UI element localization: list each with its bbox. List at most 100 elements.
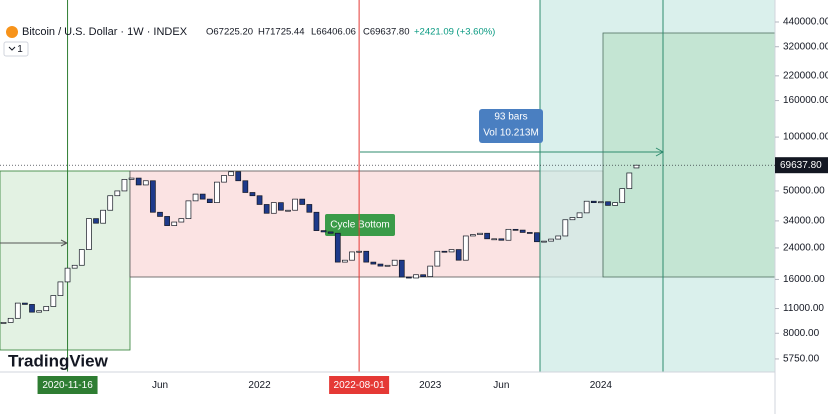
candle bbox=[583, 200, 590, 214]
candle bbox=[526, 232, 533, 234]
candle bbox=[484, 232, 490, 240]
x-tick-label: 2020-11-16 bbox=[42, 380, 93, 391]
candle bbox=[562, 219, 569, 237]
candle bbox=[370, 261, 377, 265]
candle bbox=[278, 202, 284, 211]
symbol-icon bbox=[6, 26, 18, 38]
last-price-box bbox=[775, 157, 828, 174]
candle bbox=[306, 204, 313, 213]
interval-text: 1 bbox=[17, 44, 23, 55]
x-tick-label: Jun bbox=[493, 380, 509, 391]
candle bbox=[342, 259, 348, 263]
candle bbox=[548, 238, 554, 242]
candle bbox=[413, 274, 419, 279]
candle bbox=[320, 230, 327, 233]
candle bbox=[242, 180, 249, 193]
candle bbox=[434, 250, 441, 267]
x-tick-label: 2022-08-01 bbox=[334, 380, 386, 391]
candle bbox=[178, 218, 185, 223]
candle bbox=[398, 259, 405, 278]
x-tick-label: 2022 bbox=[248, 380, 271, 391]
candle bbox=[377, 263, 384, 267]
candle bbox=[441, 250, 448, 253]
candle bbox=[491, 238, 498, 241]
candle bbox=[114, 190, 121, 197]
candle bbox=[555, 235, 562, 240]
interval-badge[interactable] bbox=[3, 41, 29, 57]
candle bbox=[86, 218, 92, 250]
candle bbox=[206, 198, 213, 203]
candle bbox=[349, 251, 355, 261]
candle bbox=[285, 209, 291, 212]
candle bbox=[107, 195, 114, 211]
close: C69637.80 bbox=[363, 27, 409, 38]
y-tick-label: 11000.00 bbox=[783, 303, 824, 314]
candle bbox=[192, 193, 199, 202]
arrow-head bbox=[655, 147, 665, 157]
x-tick-label: 2023 bbox=[419, 380, 442, 391]
candle bbox=[448, 249, 455, 253]
chevron bbox=[8, 46, 16, 51]
date-marker-box bbox=[37, 376, 98, 394]
candle bbox=[420, 274, 426, 277]
candle bbox=[43, 306, 50, 312]
bars-label-box bbox=[479, 109, 543, 143]
candle bbox=[541, 240, 547, 243]
y-tick-label: 34000.00 bbox=[783, 216, 825, 227]
candle bbox=[64, 267, 71, 283]
candle bbox=[363, 250, 370, 263]
y-tick-label: 5750.00 bbox=[783, 354, 820, 365]
candle bbox=[427, 265, 434, 277]
candle bbox=[142, 180, 149, 186]
target-box bbox=[602, 32, 776, 278]
candle bbox=[228, 171, 234, 176]
candle bbox=[263, 204, 270, 214]
candle bbox=[569, 217, 576, 221]
candle bbox=[455, 249, 462, 261]
candle bbox=[313, 211, 320, 231]
candle bbox=[256, 195, 263, 205]
candle bbox=[221, 175, 227, 183]
candle bbox=[406, 276, 412, 279]
candle bbox=[299, 198, 306, 205]
y-tick-label: 8000.00 bbox=[783, 328, 820, 339]
candle bbox=[534, 232, 540, 243]
candle bbox=[384, 264, 391, 267]
candle bbox=[7, 317, 14, 323]
y-tick-label: 440000.00 bbox=[783, 17, 828, 28]
high: H71725.44 bbox=[258, 27, 304, 38]
cycle-label-box bbox=[325, 214, 395, 236]
y-tick-label: 220000.00 bbox=[783, 70, 828, 81]
candle bbox=[164, 216, 170, 226]
candle bbox=[78, 249, 85, 266]
y-tick-label: 160000.00 bbox=[783, 95, 828, 106]
change: +2421.09 (+3.60%) bbox=[414, 27, 495, 38]
candle bbox=[334, 232, 341, 263]
candle bbox=[171, 221, 178, 226]
candle bbox=[22, 302, 28, 305]
candle bbox=[512, 228, 519, 231]
candle bbox=[292, 198, 298, 211]
candle bbox=[576, 212, 583, 218]
candle bbox=[477, 232, 483, 235]
candle bbox=[157, 211, 163, 217]
candle bbox=[0, 322, 7, 324]
candle bbox=[519, 229, 526, 233]
candle bbox=[462, 235, 469, 261]
candle bbox=[121, 179, 128, 192]
candle bbox=[100, 209, 106, 224]
symbol: Bitcoin / U.S. Dollar · 1W · INDEX bbox=[22, 26, 188, 38]
drawings: 93 bars Vol 10.213M Cycle Bottom bbox=[0, 0, 776, 372]
last-price-label: 69637.80 bbox=[780, 160, 822, 171]
candle bbox=[185, 200, 192, 219]
candle bbox=[619, 188, 626, 203]
candle bbox=[391, 259, 398, 266]
candle bbox=[498, 238, 505, 241]
candle bbox=[626, 172, 633, 189]
candle bbox=[50, 295, 57, 307]
candle bbox=[128, 177, 135, 180]
x-tick-label: Jun bbox=[152, 380, 168, 391]
candle bbox=[470, 234, 476, 237]
